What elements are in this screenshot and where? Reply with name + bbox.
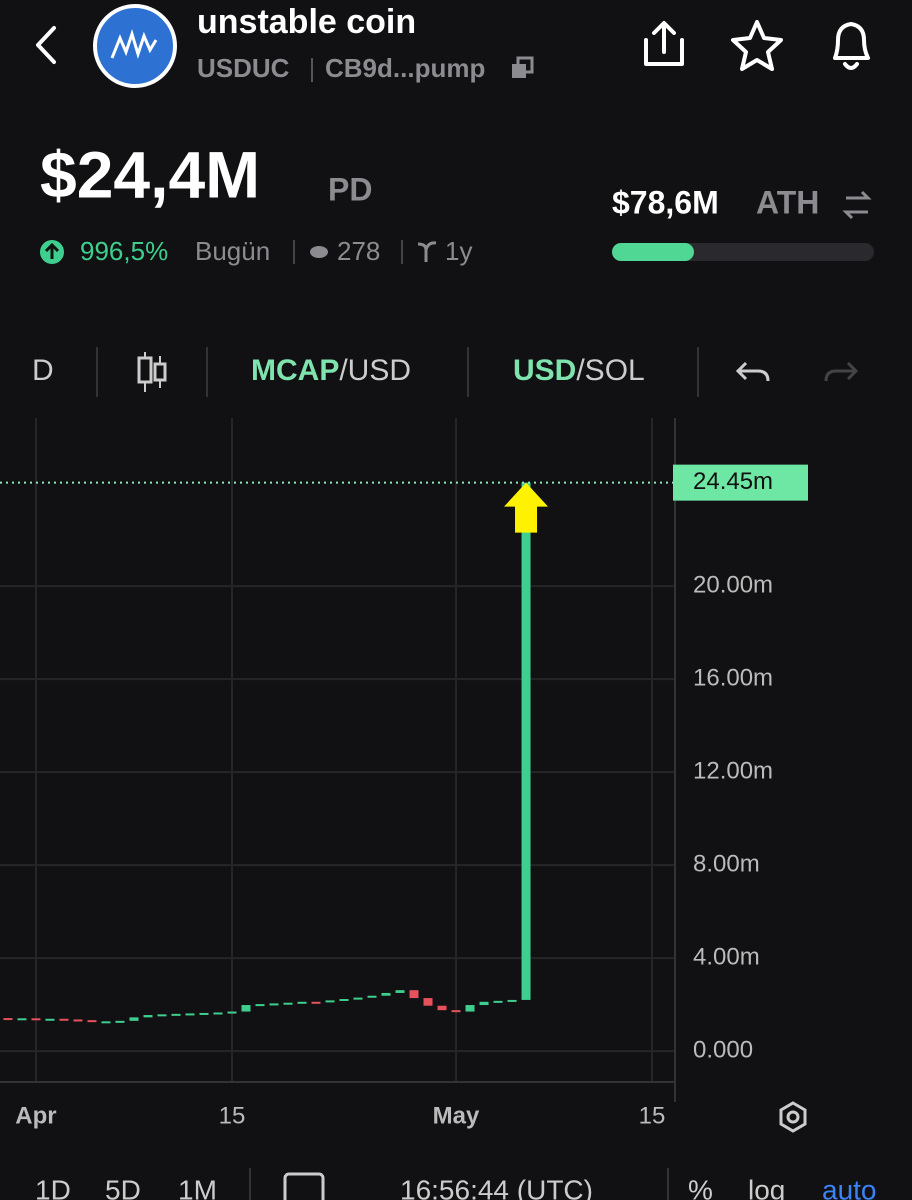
- candle: [17, 1018, 27, 1021]
- coin-title: unstable coin: [197, 3, 416, 41]
- candle: [241, 1005, 251, 1012]
- candle: [311, 1001, 321, 1004]
- y-tick-label: 20.00m: [693, 571, 773, 598]
- change-period: Bugün: [195, 236, 270, 266]
- usd-quote: /SOL: [576, 354, 644, 387]
- candle: [3, 1018, 13, 1021]
- eye-icon: [310, 246, 328, 258]
- change-percent: 996,5%: [80, 236, 168, 266]
- candle: [73, 1019, 83, 1022]
- settings-dot: [786, 1110, 800, 1124]
- percent-toggle[interactable]: %: [688, 1174, 713, 1200]
- candle: [367, 995, 377, 998]
- ath-value: $78,6M: [612, 184, 719, 220]
- candle: [521, 482, 531, 1000]
- range-button[interactable]: 5D: [105, 1174, 141, 1200]
- chart-area: 0.000 4.00m 8.00m 12.00m 16.00m 20.00m Apr 15 Ma…: [0, 418, 808, 1129]
- candle-icon-body: [153, 362, 167, 382]
- calendar-icon[interactable]: [283, 1172, 325, 1200]
- up-arrow: [44, 242, 60, 259]
- y-tick-label: 12.00m: [693, 757, 773, 784]
- candle: [325, 1000, 335, 1003]
- x-tick-label: 15: [219, 1102, 246, 1129]
- back-button[interactable]: [36, 26, 56, 64]
- price-label: 24.45m: [693, 468, 773, 495]
- x-tick-label: 15: [639, 1102, 666, 1129]
- candle: [283, 1002, 293, 1005]
- mcap-quote: /USD: [339, 354, 411, 387]
- swap-icon[interactable]: [842, 190, 872, 220]
- candle: [59, 1018, 69, 1021]
- y-tick-label: 4.00m: [693, 943, 760, 970]
- candle: [507, 999, 517, 1002]
- candle: [255, 1004, 265, 1007]
- candle: [423, 998, 433, 1006]
- clock: 16:56:44 (UTC): [400, 1174, 593, 1200]
- candle: [269, 1003, 279, 1006]
- ath-progress-fill: [612, 243, 694, 261]
- candle: [115, 1020, 125, 1023]
- candle: [143, 1015, 153, 1018]
- candle: [465, 1005, 475, 1012]
- candle: [339, 999, 349, 1001]
- candle: [227, 1011, 237, 1014]
- age: 1y: [445, 236, 472, 266]
- chart-settings[interactable]: [779, 1101, 807, 1133]
- candle: [199, 1012, 209, 1015]
- log-toggle[interactable]: log: [748, 1174, 785, 1200]
- candle: [31, 1018, 41, 1021]
- candle: [381, 992, 391, 996]
- logo-glyph: [110, 29, 158, 59]
- candle: [479, 1001, 489, 1006]
- views: 278: [337, 236, 380, 266]
- candle: [45, 1018, 55, 1021]
- range-button[interactable]: 1M: [178, 1174, 217, 1200]
- range-button[interactable]: 1D: [35, 1174, 71, 1200]
- highlight-arrow: [504, 482, 549, 533]
- usd-toggle[interactable]: USD/SOL: [513, 354, 645, 387]
- candle: [185, 1013, 195, 1016]
- market-cap: $24,4M: [40, 137, 260, 211]
- bell-button[interactable]: [833, 22, 870, 70]
- y-tick-label: 0.000: [693, 1036, 753, 1063]
- y-tick-label: 16.00m: [693, 664, 773, 691]
- ath-label: ATH: [756, 184, 819, 220]
- candle: [213, 1012, 223, 1015]
- y-tick-label: 8.00m: [693, 850, 760, 877]
- candle: [101, 1021, 111, 1024]
- candle: [409, 990, 419, 999]
- candle-icon-body: [137, 356, 153, 384]
- candle: [129, 1017, 139, 1021]
- candle: [171, 1013, 181, 1016]
- candle: [157, 1014, 167, 1017]
- candle: [451, 1010, 461, 1013]
- candle: [87, 1020, 97, 1023]
- age-icon: [417, 241, 437, 262]
- copy-icon-back: [516, 56, 534, 74]
- candle: [493, 1000, 503, 1003]
- candle: [297, 1001, 307, 1004]
- x-tick-label: May: [433, 1102, 480, 1129]
- star-button[interactable]: [731, 20, 783, 71]
- market-cap-unit: PD: [328, 171, 372, 207]
- candle: [353, 997, 363, 1000]
- coin-address[interactable]: CB9d...pump: [325, 53, 485, 83]
- share-button[interactable]: [644, 21, 684, 66]
- interval[interactable]: D: [32, 354, 54, 387]
- mcap-toggle[interactable]: MCAP/USD: [251, 354, 411, 387]
- usd: USD: [513, 354, 576, 387]
- candle: [437, 1005, 447, 1011]
- redo-button[interactable]: [824, 361, 859, 382]
- coin-symbol: USDUC: [197, 53, 290, 83]
- undo-button[interactable]: [735, 361, 770, 382]
- x-tick-label: Apr: [15, 1102, 56, 1129]
- auto-toggle[interactable]: auto: [822, 1174, 877, 1200]
- mcap: MCAP: [251, 354, 339, 387]
- price-label-box: [673, 464, 808, 501]
- candle: [395, 990, 405, 993]
